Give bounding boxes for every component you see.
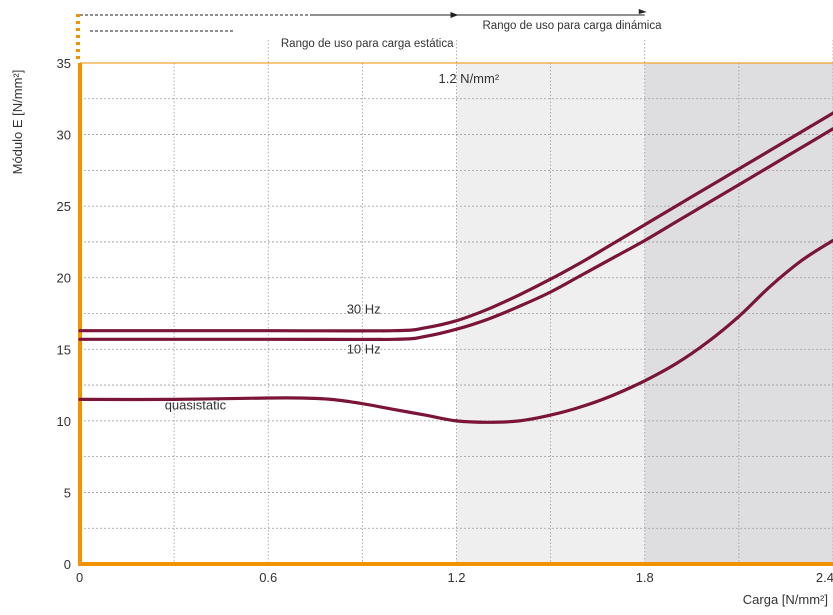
series-label-2: quasistatic [165,397,227,412]
x-tick-label-0: 0 [76,570,83,585]
y-axis-title: Módulo E [N/mm²] [10,70,25,175]
y-tick-label-5: 25 [57,199,71,214]
range-dynamic-label: Rango de uso para carga dinámica [483,20,663,32]
x-tick-label-4: 2.4 [816,570,833,585]
range-static-label: Rango de uso para carga estática [281,38,454,50]
y-tick-label-4: 20 [57,271,71,286]
y-tick-label-2: 10 [57,414,71,429]
x-tick-label-2: 1.2 [447,570,465,585]
range-dynamic-arrow [638,9,647,14]
y-tick-label-0: 0 [64,557,71,572]
y-tick-label-7: 35 [57,56,71,71]
range-static-arrow [450,12,459,18]
annotation-label: 1.2 N/mm² [439,71,500,86]
x-tick-label-1: 0.6 [259,570,277,585]
series-line-1 [78,127,833,342]
y-tick-label-6: 30 [57,128,71,143]
x-tick-label-3: 1.8 [636,570,654,585]
y-tick-label-1: 5 [64,485,71,500]
x-axis-title: Carga [N/mm²] [743,592,828,607]
series-label-0: 30 Hz [347,302,381,317]
series-line-0 [78,111,833,333]
y-tick-label-3: 15 [57,342,71,357]
series-label-1: 10 Hz [347,342,381,357]
series-line-2 [78,238,833,424]
